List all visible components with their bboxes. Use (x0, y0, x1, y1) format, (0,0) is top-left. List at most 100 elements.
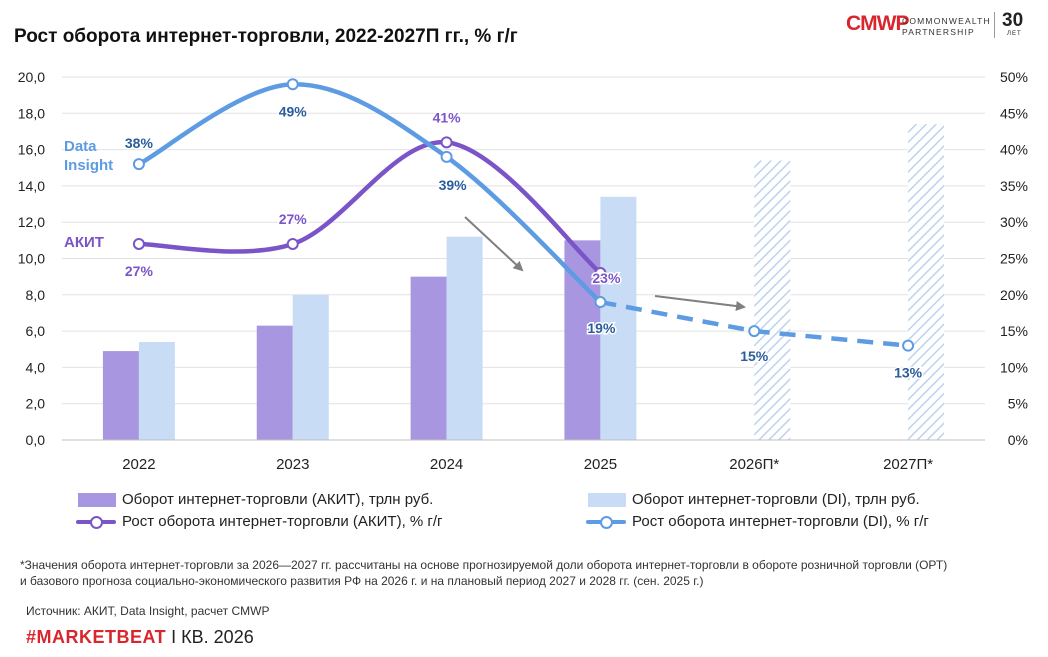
bar-akit-2022 (102, 351, 139, 440)
bar-di-2027П* (908, 124, 945, 440)
footnote-line1: *Значения оборота интернет-торговли за 2… (20, 558, 948, 572)
legend-item-di-growth: Рост оборота интернет-торговли (DI), % г… (586, 513, 929, 530)
bar-di-2026П* (754, 160, 791, 441)
di-series-annotation-line1: Data (64, 138, 97, 155)
legend-label-akit-growth: Рост оборота интернет-торговли (АКИТ), %… (122, 513, 443, 530)
marketbeat-brand: #MARKETBEAT (26, 627, 167, 647)
right-axis-tick-label: 5% (1008, 396, 1028, 412)
logo-line1: COMMONWEALTH (902, 16, 991, 26)
point-akit-2022 (132, 237, 145, 250)
x-axis-tick-label: 2023 (276, 456, 309, 473)
left-axis-tick-label: 16,0 (18, 142, 45, 158)
right-axis-tick-label: 30% (1000, 214, 1028, 230)
data-label-di-2023: 49% (279, 103, 308, 119)
data-label-akit-2024: 41% (433, 109, 462, 125)
line-series (136, 82, 909, 348)
legend-item-akit-growth: Рост оборота интернет-торговли (АКИТ), %… (76, 513, 443, 530)
data-label-di-2024: 39% (439, 177, 468, 193)
gridlines (62, 76, 985, 405)
right-axis-tick-label: 10% (1000, 359, 1028, 375)
bar-di-2025 (600, 196, 637, 440)
marketbeat-footer: #MARKETBEAT I КВ. 2026 (26, 627, 254, 648)
bar-di-2023 (292, 294, 329, 440)
data-label-di-2026П*: 15% (740, 348, 769, 364)
left-axis-tick-label: 18,0 (18, 105, 45, 121)
akit-series-annotation: АКИТ (64, 234, 104, 251)
point-di-2024 (440, 150, 453, 163)
x-axis-tick-label: 2022 (122, 456, 155, 473)
legend-swatch-akit-turnover (78, 492, 116, 507)
data-label-di-2025: 19% (587, 320, 616, 336)
x-axis-tick-label: 2025 (584, 456, 617, 473)
chart-area: 0,02,04,06,08,010,012,014,016,018,020,0 … (18, 69, 1028, 473)
logo-mark: CMWP (846, 12, 909, 35)
logo-separator (994, 12, 995, 38)
point-di-2027П* (902, 339, 915, 352)
footnote: *Значения оборота интернет-торговли за 2… (20, 557, 1030, 589)
chart-title: Рост оборота интернет-торговли, 2022-202… (14, 26, 518, 47)
right-axis-tick-label: 0% (1008, 432, 1028, 448)
point-akit-2025 (594, 267, 607, 280)
right-axis-ticks: 0% 5% 10% 15% 20% 25% 30% 35% 40% 45% 50% (1000, 69, 1028, 448)
bar-akit-2023 (256, 325, 293, 440)
company-logo: CMWP COMMONWEALTH PARTNERSHIP 30 ЛЕТ (846, 10, 1036, 42)
right-axis-tick-label: 45% (1000, 105, 1028, 121)
x-axis-tick-label: 2026П* (729, 456, 779, 473)
left-axis-tick-label: 10,0 (18, 251, 45, 267)
left-axis-ticks: 0,0 2,0 4,0 6,0 8,0 10,0 12,0 14,0 16,0 18,0 20,0 (18, 69, 45, 448)
left-axis-tick-label: 14,0 (18, 178, 45, 194)
marketbeat-period: I КВ. 2026 (166, 627, 254, 647)
point-di-2025 (594, 296, 607, 309)
legend-item-di-turnover: Оборот интернет-торговли (DI), трлн руб. (588, 491, 920, 508)
data-label-akit-2025: 23% (592, 270, 621, 286)
data-label-di-2022: 38% (125, 135, 154, 151)
legend-line-di-growth (586, 514, 626, 530)
right-axis-tick-label: 20% (1000, 287, 1028, 303)
point-di-2022 (132, 158, 145, 171)
data-label-di-2027П*: 13% (894, 365, 923, 381)
point-di-2023 (286, 78, 299, 91)
line-data-labels: 27% 27% 41% 23% 38% 49% 39% 19% 15% 13% (123, 102, 924, 382)
right-axis-tick-label: 15% (1000, 323, 1028, 339)
right-axis-tick-label: 25% (1000, 251, 1028, 267)
legend-label-di-turnover: Оборот интернет-торговли (DI), трлн руб. (632, 491, 920, 508)
line-di-actual (136, 82, 603, 305)
logo-line2: PARTNERSHIP (902, 27, 975, 37)
footnote-line2: и базового прогноза социально-экономичес… (20, 574, 704, 588)
right-axis-tick-label: 50% (1000, 69, 1028, 85)
point-akit-2023 (286, 237, 299, 250)
legend-label-akit-turnover: Оборот интернет-торговли (АКИТ), трлн ру… (122, 491, 434, 508)
left-axis-tick-label: 2,0 (26, 396, 46, 412)
x-axis-tick-label: 2024 (430, 456, 463, 473)
trend-arrow-down (464, 216, 524, 272)
logo-anniversary-number: 30 (1002, 10, 1024, 31)
bar-akit-2024 (410, 276, 447, 440)
right-axis-tick-label: 40% (1000, 142, 1028, 158)
data-label-akit-2022: 27% (125, 263, 154, 279)
legend-swatch-di-turnover (588, 492, 626, 507)
x-axis-labels: 2022 2023 2024 2025 2026П* 2027П* (122, 456, 933, 473)
bar-di-2024 (446, 236, 483, 440)
point-akit-2024 (440, 136, 453, 149)
right-axis-tick-label: 35% (1000, 178, 1028, 194)
point-di-2026П* (748, 325, 761, 338)
logo-anniversary-label: ЛЕТ (1007, 31, 1022, 37)
trend-arrows (464, 216, 746, 311)
left-axis-tick-label: 8,0 (26, 287, 46, 303)
legend-line-akit-growth (76, 514, 116, 530)
line-points (132, 78, 915, 352)
bar-di-2022 (138, 341, 175, 440)
left-axis-tick-label: 4,0 (26, 359, 46, 375)
left-axis-tick-label: 12,0 (18, 214, 45, 230)
di-series-annotation-line2: Insight (64, 157, 113, 174)
left-axis-tick-label: 20,0 (18, 69, 45, 85)
trend-arrow-right (654, 295, 746, 311)
bars (102, 124, 945, 441)
legend-label-di-growth: Рост оборота интернет-торговли (DI), % г… (632, 513, 929, 530)
left-axis-tick-label: 0,0 (26, 432, 46, 448)
legend-item-akit-turnover: Оборот интернет-торговли (АКИТ), трлн ру… (78, 491, 433, 508)
line-akit (136, 140, 603, 276)
data-label-akit-2023: 27% (279, 211, 308, 227)
left-axis-tick-label: 6,0 (26, 323, 46, 339)
source-note: Источник: АКИТ, Data Insight, расчет CMW… (26, 604, 270, 618)
